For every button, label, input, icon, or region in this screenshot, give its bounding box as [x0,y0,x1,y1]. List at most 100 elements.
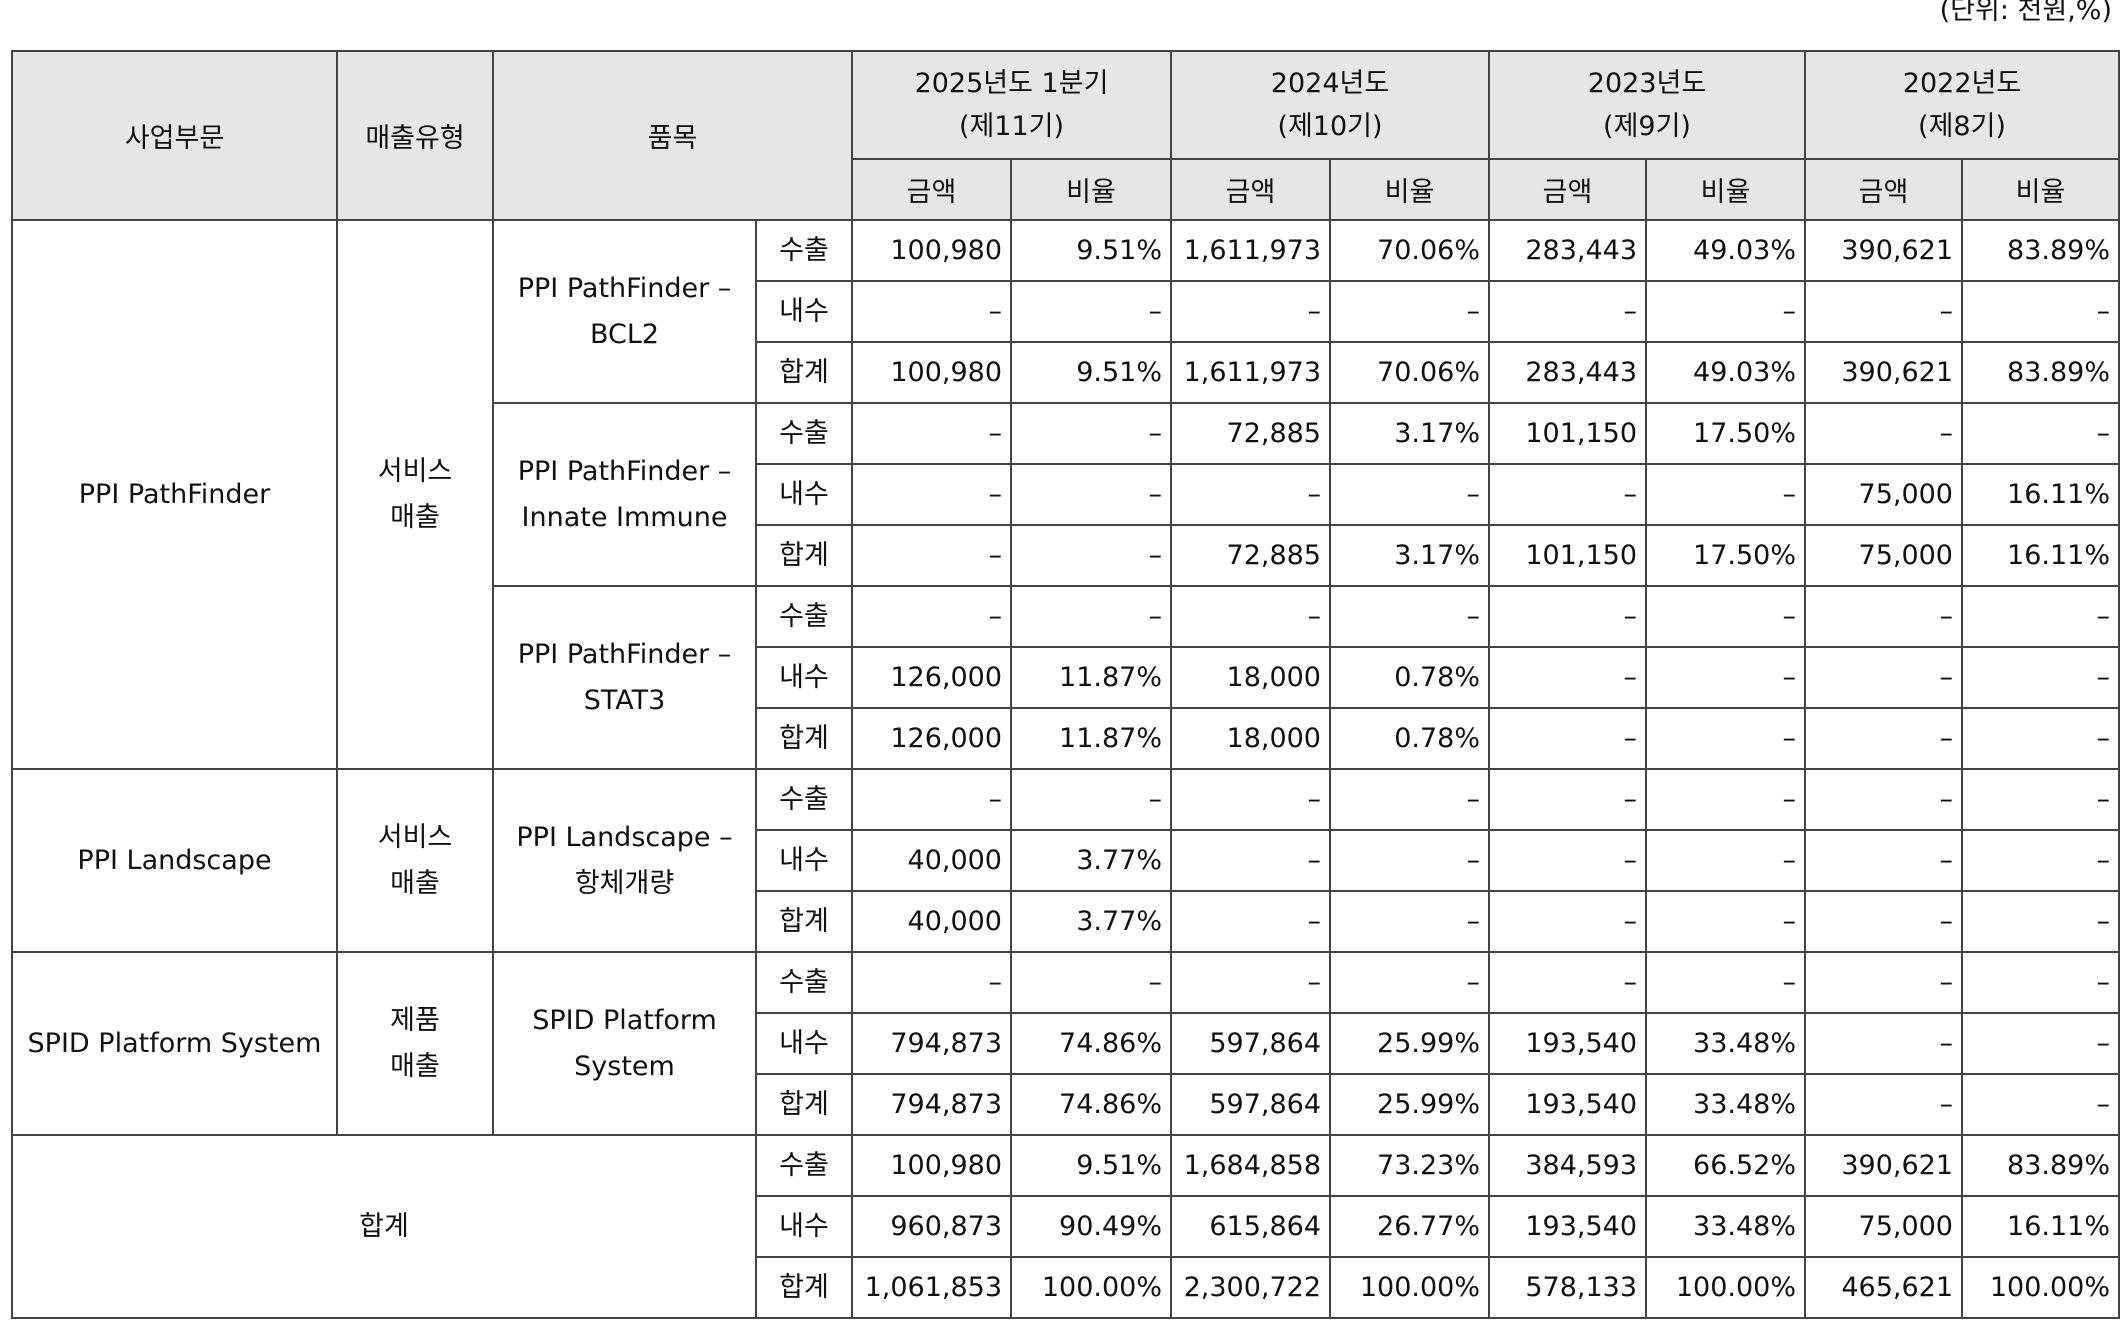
value-cell: 74.86% [1010,1073,1172,1136]
value-cell: 83.89% [1961,341,2120,404]
value-cell: 100,980 [851,1134,1012,1197]
value-cell: 193,540 [1488,1073,1647,1136]
value-cell: 3.77% [1010,829,1172,892]
header-cell: 금액 [1804,158,1963,221]
value-cell: 100.00% [1645,1256,1806,1319]
value-cell: – [1804,951,1963,1014]
value-cell: 101,150 [1488,524,1647,587]
value-cell: 615,864 [1170,1195,1331,1258]
value-cell: – [1645,585,1806,648]
value-cell: 70.06% [1329,341,1490,404]
value-cell: – [851,280,1012,343]
value-cell: – [1488,463,1647,526]
value-cell: 66.52% [1645,1134,1806,1197]
period-label: 2022년도 [1902,67,2022,99]
value-cell: 73.23% [1329,1134,1490,1197]
total-label: 합계 [11,1134,757,1319]
table-header: 사업부문 매출유형 품목 2025년도 1분기 (제11기) 2024년도 (제10기) 20… [11,50,2120,221]
period-term: (제11기) [958,111,1065,142]
period-label: 2025년도 1분기 [914,67,1109,99]
value-cell: – [1804,1012,1963,1075]
value-cell: – [1010,768,1172,831]
value-cell: – [1645,890,1806,953]
value-cell: – [851,463,1012,526]
value-cell: – [1010,524,1172,587]
value-cell: – [1170,463,1331,526]
value-cell: – [1488,890,1647,953]
row-type: 내수 [755,463,853,526]
value-cell: 9.51% [1010,1134,1172,1197]
value-cell: – [1804,768,1963,831]
value-cell: – [1170,829,1331,892]
value-cell: – [1488,280,1647,343]
total-row: 내수 960,873 90.49% 615,864 26.77% 193,540 33.48… [12,1195,2120,1258]
total-row: 합계 1,061,853 100.00% 2,300,722 100.00% 578,13… [12,1256,2120,1319]
value-cell: – [1329,463,1490,526]
value-cell: 384,593 [1488,1134,1647,1197]
value-cell: 70.06% [1329,219,1490,282]
item-cell: PPI PathFinder – Innate Immune [492,402,757,587]
table-row: 합계 – –72,885 3.17% 101,150 17.50% 75,000 16.11% [12,524,2120,587]
value-cell: 794,873 [851,1073,1012,1136]
value-cell: – [1170,280,1331,343]
header-cell: 사업부문 [11,50,338,221]
value-cell: – [1804,890,1963,953]
value-cell: – [851,585,1012,648]
table-row: PPI PathFinder 서비스 매출 PPI PathFinder – BCL… [11,219,2120,770]
value-cell: – [851,402,1012,465]
row-type: 내수 [755,280,853,343]
row-type: 내수 [755,646,853,709]
value-cell: – [851,951,1012,1014]
table-row: 내수 40,000 3.77% – – – – – – [12,829,2120,892]
sales-type-cell: 제품 매출 [336,951,494,1136]
period-term: (제8기) [1918,111,2006,142]
period-header: 2022년도 (제8기) [1804,50,2120,160]
header-cell: 비율 [1010,158,1172,221]
segment-cell: SPID Platform System [11,951,338,1136]
value-cell: 90.49% [1010,1195,1172,1258]
segment-cell: PPI Landscape [11,768,338,953]
value-cell: – [1961,280,2120,343]
row-type: 수출 [755,219,853,282]
value-cell: – [1961,585,2120,648]
table-row: 내수 – – – – – – – – [12,280,2120,343]
value-cell: 100,980 [851,341,1012,404]
value-cell: 597,864 [1170,1073,1331,1136]
value-cell: – [1329,951,1490,1014]
value-cell: – [1645,280,1806,343]
row-type: 내수 [755,1195,853,1258]
value-cell: – [1961,1012,2120,1075]
row-type: 수출 [755,585,853,648]
sales-type-cell: 서비스 매출 [336,219,494,770]
value-cell: – [1488,951,1647,1014]
value-cell: – [1010,280,1172,343]
table-row: 합계 794,873 74.86% 597,864 25.99% 193,540 33.48… [12,1073,2120,1136]
table-row: SPID Platform System 제품 매출 SPID Platform S… [11,951,2120,1136]
value-cell: 25.99% [1329,1012,1490,1075]
header-cell: 비율 [1329,158,1490,221]
value-cell: 193,540 [1488,1195,1647,1258]
item-cell: PPI PathFinder – STAT3 [492,585,757,770]
total-row: 합계 수출 100,980 9.51% 1,684,858 73.23% 384,593 66… [11,1134,2120,1319]
value-cell: 465,621 [1804,1256,1963,1319]
value-cell: – [1645,646,1806,709]
row-type: 합계 [755,524,853,587]
table-row: PPI PathFinder – STAT3 수출 – – – – – – – – [12,585,2120,770]
row-type: 내수 [755,1012,853,1075]
value-cell: 126,000 [851,646,1012,709]
sales-table: 사업부문 매출유형 품목 2025년도 1분기 (제11기) 2024년도 (제10기) 20… [11,50,2120,1319]
table-row: 합계 100,980 9.51% 1,611,973 70.06% 283,443 49.0… [12,341,2120,404]
value-cell: – [1170,768,1331,831]
row-type: 합계 [755,1073,853,1136]
value-cell: 0.78% [1329,707,1490,770]
value-cell: 100,980 [851,219,1012,282]
value-cell: 74.86% [1010,1012,1172,1075]
period-term: (제10기) [1277,111,1383,142]
value-cell: – [1488,585,1647,648]
value-cell: – [1645,951,1806,1014]
value-cell: 390,621 [1804,219,1963,282]
value-cell: 390,621 [1804,1134,1963,1197]
value-cell: 18,000 [1170,646,1331,709]
header-cell: 비율 [1645,158,1806,221]
